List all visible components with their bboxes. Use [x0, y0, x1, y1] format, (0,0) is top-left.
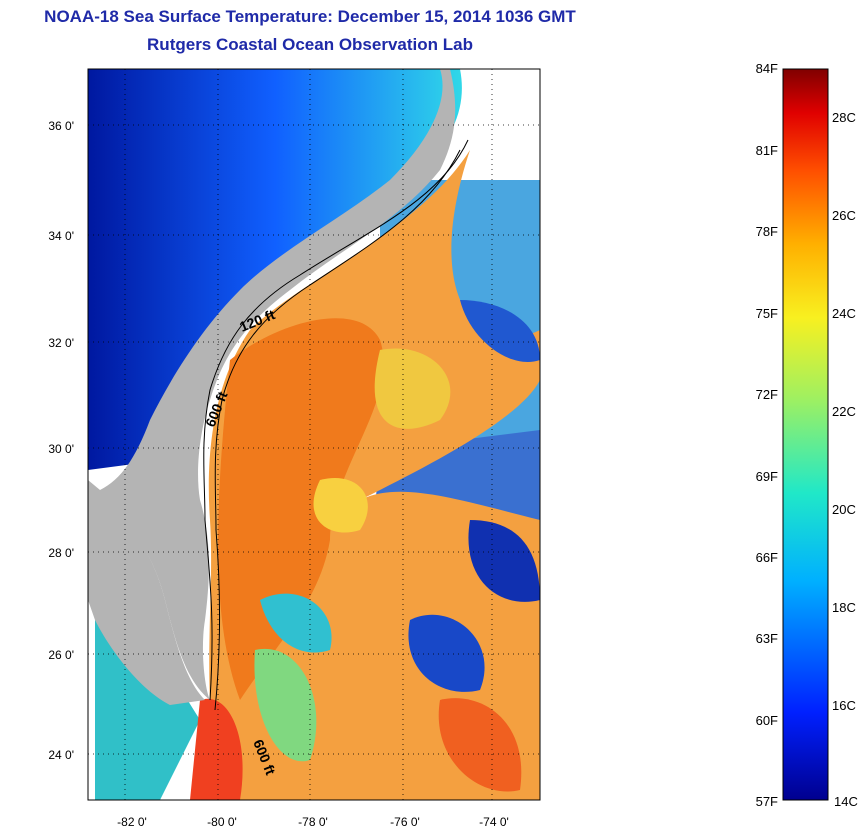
graticule [88, 69, 540, 800]
lat-label-32: 32 0' [48, 336, 74, 350]
colorbar-c-28: 28C [832, 110, 856, 125]
colorbar-f-69: 69F [756, 469, 778, 484]
lon-label-76: -76 0' [390, 815, 420, 829]
colorbar-f-81: 81F [756, 143, 778, 158]
map-frame [87, 68, 541, 801]
colorbar-f-57: 57F [756, 794, 778, 809]
lat-label-24: 24 0' [48, 748, 74, 762]
lat-label-34: 34 0' [48, 229, 74, 243]
colorbar-c-26: 26C [832, 208, 856, 223]
colorbar-f-75: 75F [756, 306, 778, 321]
map-subtitle: Rutgers Coastal Ocean Observation Lab [147, 35, 473, 54]
colorbar-f-60: 60F [756, 713, 778, 728]
sst-image [88, 69, 540, 800]
contour-600ft-line [214, 149, 461, 711]
colorbar-f-72: 72F [756, 387, 778, 402]
colorbar-f-63: 63F [756, 631, 778, 646]
colorbar-c-22: 22C [832, 404, 856, 419]
lat-label-26: 26 0' [48, 648, 74, 662]
colorbar [782, 68, 829, 801]
lon-label-78: -78 0' [298, 815, 328, 829]
colorbar-f-78: 78F [756, 224, 778, 239]
contour-120ft-line [203, 139, 469, 701]
land-mass [88, 69, 456, 700]
colorbar-f-66: 66F [756, 550, 778, 565]
colorbar-c-18: 18C [832, 600, 856, 615]
lat-label-30: 30 0' [48, 442, 74, 456]
lat-label-36: 36 0' [48, 119, 74, 133]
colorbar-c-20: 20C [832, 502, 856, 517]
colorbar-c-24: 24C [832, 306, 856, 321]
lat-label-28: 28 0' [48, 546, 74, 560]
lon-label-82: -82 0' [117, 815, 147, 829]
map-title: NOAA-18 Sea Surface Temperature: Decembe… [44, 7, 576, 26]
colorbar-c-16: 16C [832, 698, 856, 713]
lon-label-74: -74 0' [479, 815, 509, 829]
colorbar-f-84: 84F [756, 61, 778, 76]
lon-label-80: -80 0' [207, 815, 237, 829]
colorbar-c-14: 14C [834, 794, 858, 809]
